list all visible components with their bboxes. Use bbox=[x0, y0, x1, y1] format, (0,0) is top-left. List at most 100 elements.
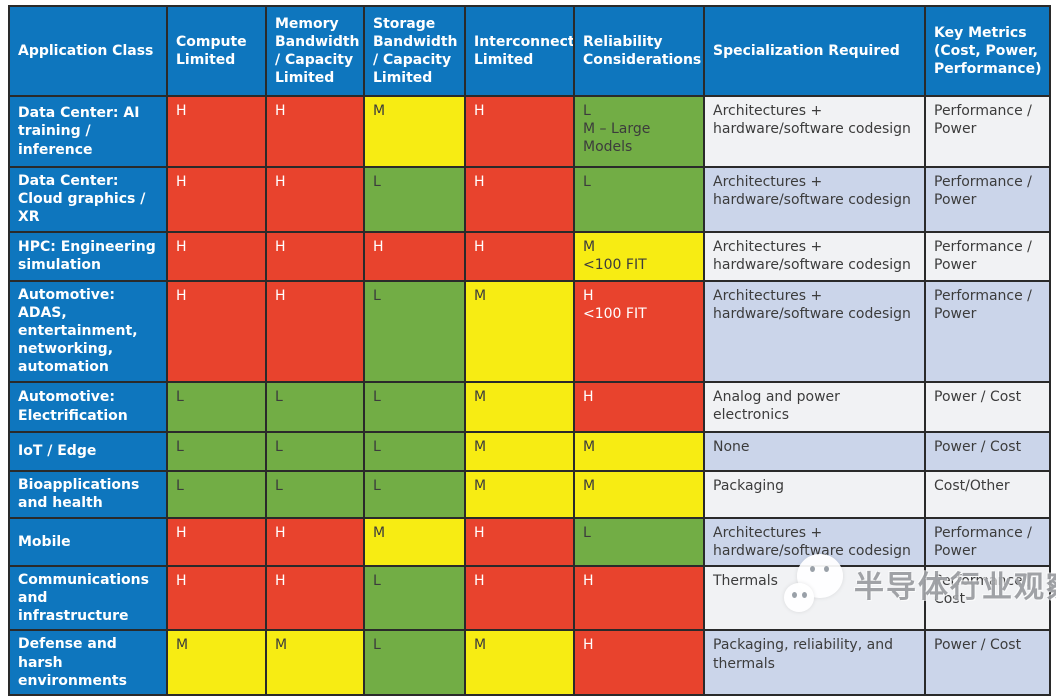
compute-cell: H bbox=[166, 230, 267, 282]
specialization-cell: Architectures + hardware/software codesi… bbox=[703, 279, 926, 383]
table-row: Automotive: Electrification L L L M H An… bbox=[8, 380, 1051, 433]
table-row: Bioapplications and health L L L M M Pac… bbox=[8, 469, 1051, 519]
interconnect-cell: H bbox=[464, 516, 575, 567]
specialization-cell: Packaging, reliability, and thermals bbox=[703, 629, 926, 696]
key-metrics-cell: Power / Cost bbox=[924, 629, 1051, 696]
specialization-cell: Packaging bbox=[703, 469, 926, 519]
compute-cell: L bbox=[166, 469, 267, 519]
compute-cell: H bbox=[166, 279, 267, 383]
interconnect-cell: H bbox=[464, 166, 575, 233]
memory-cell: H bbox=[265, 95, 365, 168]
memory-cell: L bbox=[265, 380, 365, 433]
storage-cell: L bbox=[363, 469, 466, 519]
header-row: Application Class Compute Limited Memory… bbox=[8, 5, 1051, 97]
interconnect-cell: M bbox=[464, 469, 575, 519]
table-row: Defense and harsh environments M M L M H… bbox=[8, 629, 1051, 696]
storage-cell: M bbox=[363, 95, 466, 168]
row-label: HPC: Engineering simulation bbox=[8, 230, 168, 282]
interconnect-cell: H bbox=[464, 230, 575, 282]
table-row: IoT / Edge L L L M M None Power / Cost bbox=[8, 430, 1051, 472]
interconnect-cell: M bbox=[464, 279, 575, 383]
interconnect-cell: M bbox=[464, 380, 575, 433]
key-metrics-cell: Performance / Power bbox=[924, 166, 1051, 233]
compute-cell: H bbox=[166, 564, 267, 632]
row-label: Automotive: Electrification bbox=[8, 380, 168, 433]
interconnect-cell: M bbox=[464, 430, 575, 472]
column-header-interconnect-limited: Interconnect Limited bbox=[464, 5, 575, 97]
interconnect-cell: M bbox=[464, 629, 575, 696]
compute-cell: H bbox=[166, 516, 267, 567]
reliability-cell: L bbox=[573, 166, 705, 233]
specialization-cell: Architectures + hardware/software codesi… bbox=[703, 95, 926, 168]
table-row: Data Center: AI training / inference H H… bbox=[8, 95, 1051, 168]
row-label: Data Center: Cloud graphics / XR bbox=[8, 166, 168, 233]
table-row: Communications and infrastructure H H L … bbox=[8, 564, 1051, 632]
storage-cell: L bbox=[363, 166, 466, 233]
column-header-storage-bandwidth: Storage Bandwidth / Capacity Limited bbox=[363, 5, 466, 97]
specialization-cell: None bbox=[703, 430, 926, 472]
memory-cell: M bbox=[265, 629, 365, 696]
application-constraints-table: Application Class Compute Limited Memory… bbox=[8, 5, 1051, 696]
reliability-cell: H <100 FIT bbox=[573, 279, 705, 383]
row-label: Communications and infrastructure bbox=[8, 564, 168, 632]
key-metrics-cell: Performance / Power bbox=[924, 279, 1051, 383]
storage-cell: L bbox=[363, 564, 466, 632]
compute-cell: L bbox=[166, 380, 267, 433]
memory-cell: L bbox=[265, 430, 365, 472]
row-label: IoT / Edge bbox=[8, 430, 168, 472]
reliability-cell: L M – Large Models bbox=[573, 95, 705, 168]
column-header-memory-bandwidth: Memory Bandwidth / Capacity Limited bbox=[265, 5, 365, 97]
specialization-cell: Architectures + hardware/software codesi… bbox=[703, 516, 926, 567]
specialization-cell: Thermals bbox=[703, 564, 926, 632]
specialization-cell: Architectures + hardware/software codesi… bbox=[703, 166, 926, 233]
key-metrics-cell: Performance / Power bbox=[924, 230, 1051, 282]
table-row: Mobile H H M H L Architectures + hardwar… bbox=[8, 516, 1051, 567]
memory-cell: H bbox=[265, 516, 365, 567]
reliability-cell: M <100 FIT bbox=[573, 230, 705, 282]
memory-cell: L bbox=[265, 469, 365, 519]
reliability-cell: L bbox=[573, 516, 705, 567]
table-body: Data Center: AI training / inference H H… bbox=[8, 95, 1051, 696]
storage-cell: L bbox=[363, 629, 466, 696]
memory-cell: H bbox=[265, 564, 365, 632]
key-metrics-cell: Performance / Power bbox=[924, 95, 1051, 168]
reliability-cell: M bbox=[573, 469, 705, 519]
interconnect-cell: H bbox=[464, 564, 575, 632]
table-row: HPC: Engineering simulation H H H H M <1… bbox=[8, 230, 1051, 282]
column-header-key-metrics: Key Metrics (Cost, Power, Performance) bbox=[924, 5, 1051, 97]
storage-cell: M bbox=[363, 516, 466, 567]
compute-cell: H bbox=[166, 166, 267, 233]
key-metrics-cell: Performance / Cost bbox=[924, 564, 1051, 632]
key-metrics-cell: Performance / Power bbox=[924, 516, 1051, 567]
table-row: Automotive: ADAS, entertainment, network… bbox=[8, 279, 1051, 383]
row-label: Automotive: ADAS, entertainment, network… bbox=[8, 279, 168, 383]
specialization-cell: Architectures + hardware/software codesi… bbox=[703, 230, 926, 282]
reliability-cell: H bbox=[573, 380, 705, 433]
storage-cell: L bbox=[363, 380, 466, 433]
memory-cell: H bbox=[265, 230, 365, 282]
interconnect-cell: H bbox=[464, 95, 575, 168]
storage-cell: L bbox=[363, 279, 466, 383]
key-metrics-cell: Cost/Other bbox=[924, 469, 1051, 519]
specialization-cell: Analog and power electronics bbox=[703, 380, 926, 433]
reliability-cell: H bbox=[573, 564, 705, 632]
key-metrics-cell: Power / Cost bbox=[924, 430, 1051, 472]
row-label: Bioapplications and health bbox=[8, 469, 168, 519]
storage-cell: L bbox=[363, 430, 466, 472]
column-header-reliability: Reliability Considerations bbox=[573, 5, 705, 97]
row-label: Data Center: AI training / inference bbox=[8, 95, 168, 168]
table-row: Data Center: Cloud graphics / XR H H L H… bbox=[8, 166, 1051, 233]
row-label: Defense and harsh environments bbox=[8, 629, 168, 696]
storage-cell: H bbox=[363, 230, 466, 282]
memory-cell: H bbox=[265, 166, 365, 233]
reliability-cell: H bbox=[573, 629, 705, 696]
compute-cell: L bbox=[166, 430, 267, 472]
column-header-application-class: Application Class bbox=[8, 5, 168, 97]
reliability-cell: M bbox=[573, 430, 705, 472]
column-header-specialization: Specialization Required bbox=[703, 5, 926, 97]
row-label: Mobile bbox=[8, 516, 168, 567]
compute-cell: M bbox=[166, 629, 267, 696]
column-header-compute-limited: Compute Limited bbox=[166, 5, 267, 97]
memory-cell: H bbox=[265, 279, 365, 383]
